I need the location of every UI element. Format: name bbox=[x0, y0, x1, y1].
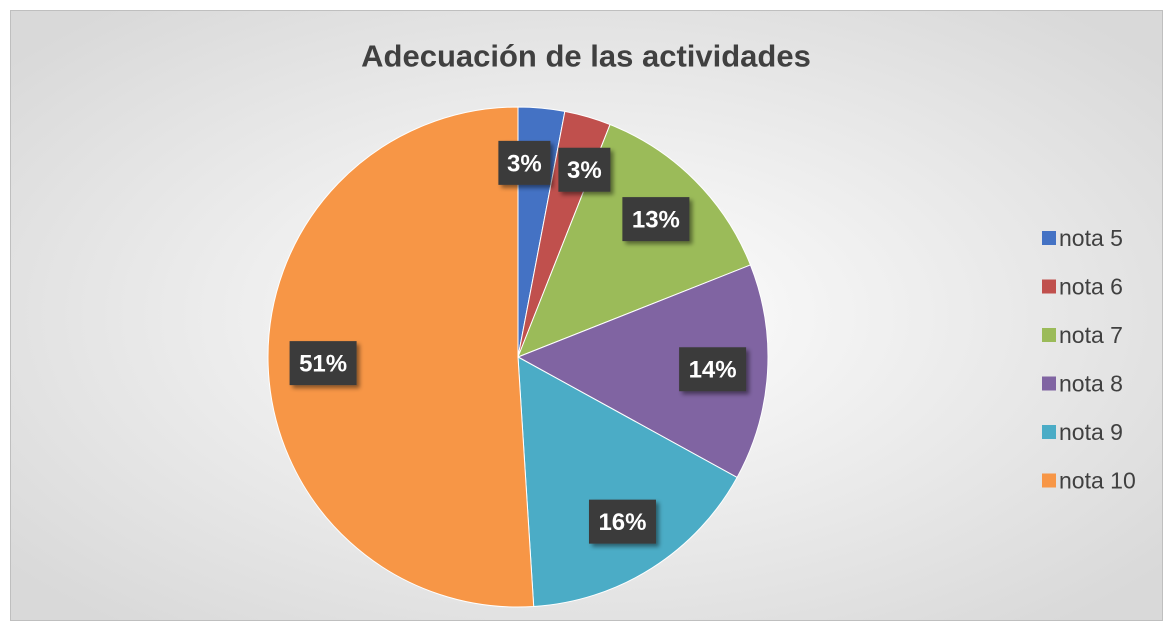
legend-swatch bbox=[1042, 473, 1056, 488]
data-label-box bbox=[498, 140, 551, 185]
data-label-box bbox=[588, 499, 656, 544]
data-label-box bbox=[622, 197, 690, 242]
legend-label: nota 6 bbox=[1059, 274, 1123, 300]
pie-slice bbox=[516, 264, 769, 479]
data-label: 51% bbox=[299, 351, 347, 378]
legend-swatch bbox=[1042, 376, 1056, 391]
pie-slice bbox=[267, 106, 535, 608]
data-label: 3% bbox=[567, 157, 602, 184]
legend-swatch bbox=[1042, 231, 1056, 245]
legend-swatch bbox=[1042, 279, 1056, 294]
pie-slice bbox=[517, 356, 738, 608]
legend-swatch bbox=[1042, 328, 1056, 342]
legend-label: nota 8 bbox=[1059, 371, 1123, 397]
data-label: 16% bbox=[598, 509, 646, 536]
chart-title: Adecuación de las actividades bbox=[361, 39, 811, 74]
legend: nota 5 nota 6 nota 7 nota 8 nota 9 nota 10 bbox=[1042, 225, 1136, 494]
legend-swatch bbox=[1042, 425, 1056, 439]
legend-label: nota 5 bbox=[1059, 225, 1123, 251]
data-label: 3% bbox=[507, 150, 542, 177]
legend-label: nota 7 bbox=[1059, 322, 1123, 348]
legend-label: nota 10 bbox=[1059, 468, 1136, 494]
legend-label: nota 9 bbox=[1059, 419, 1123, 445]
data-label: 14% bbox=[689, 357, 737, 384]
pie bbox=[267, 106, 769, 608]
data-label-box bbox=[289, 341, 357, 386]
data-label-box bbox=[558, 147, 611, 192]
data-label-box bbox=[679, 347, 747, 392]
data-label: 13% bbox=[632, 207, 680, 234]
data-labels: 3% 3% 13% 14% 16% 51% bbox=[289, 140, 747, 544]
